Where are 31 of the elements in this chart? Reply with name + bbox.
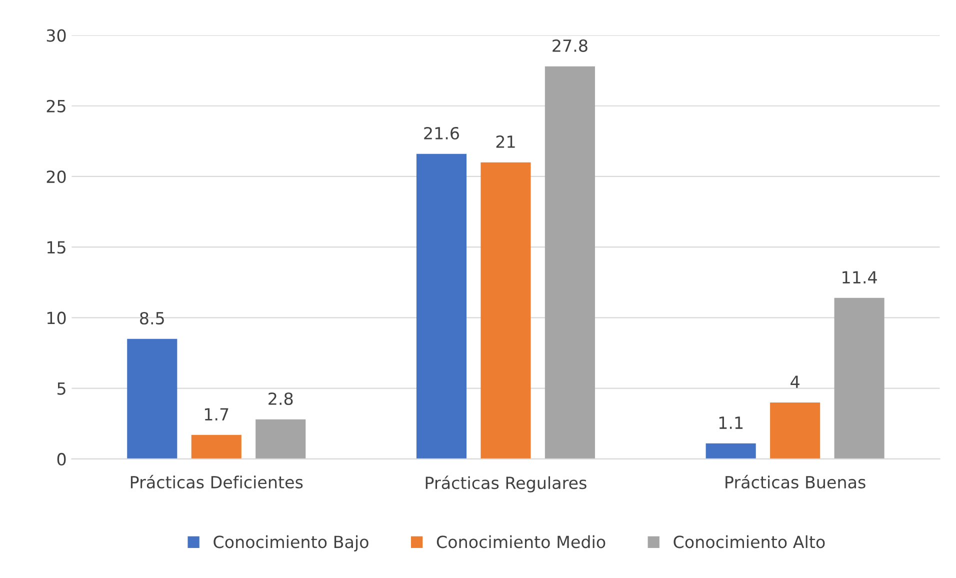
bar — [706, 443, 756, 459]
bar — [480, 162, 531, 459]
bar — [834, 298, 884, 459]
legend-label: Conocimiento Bajo — [214, 535, 368, 552]
data-label: 8.5 — [140, 312, 164, 325]
bar — [770, 402, 820, 459]
data-label: 21 — [496, 135, 515, 148]
bar — [416, 154, 467, 459]
data-label: 2.8 — [268, 392, 293, 406]
y-tick-label: 15 — [47, 241, 66, 254]
y-tick-label: 30 — [46, 29, 66, 42]
y-tick-label: 20 — [46, 170, 66, 184]
data-label: 1.1 — [719, 416, 743, 429]
legend-label: Conocimiento Alto — [674, 535, 825, 548]
data-label: 11.4 — [842, 271, 877, 284]
y-tick-label: 0 — [57, 452, 66, 466]
data-label: 4 — [790, 376, 800, 388]
x-tick-label: Prácticas Deficientes — [130, 474, 303, 488]
x-tick-label: Prácticas Regulares — [426, 476, 586, 492]
y-tick-label: 5 — [58, 382, 66, 395]
data-label: 27.8 — [552, 39, 588, 52]
legend-label: Conocimiento Medio — [436, 535, 606, 548]
bar — [191, 434, 242, 459]
bar — [127, 338, 178, 459]
bar — [256, 419, 306, 459]
y-tick-label: 10 — [47, 312, 66, 324]
bar — [544, 66, 595, 459]
x-tick-label: Prácticas Buenas — [726, 474, 866, 488]
data-label: 1.7 — [204, 408, 228, 420]
y-tick-label: 25 — [46, 100, 66, 112]
data-label: 21.6 — [424, 126, 459, 140]
